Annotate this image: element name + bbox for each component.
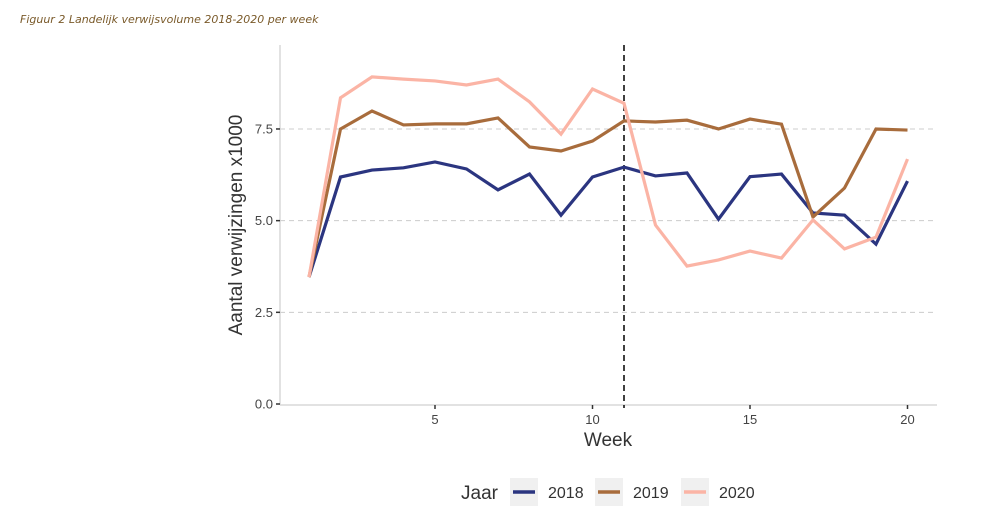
- x-tick-label: 15: [743, 412, 757, 427]
- legend-label-2018: 2018: [548, 485, 584, 502]
- x-axis-title: Week: [584, 430, 633, 451]
- gridlines: [280, 128, 937, 313]
- x-tick-label: 5: [431, 412, 438, 427]
- x-tick-label: 10: [585, 412, 599, 427]
- y-tick-label: 5.0: [255, 213, 273, 228]
- series-line-2020: [307, 75, 909, 278]
- y-tick-label: 7.5: [255, 121, 273, 136]
- series-lines: [307, 75, 909, 278]
- legend-title: Jaar: [461, 483, 499, 504]
- y-axis-title: Aantal verwijzingen x1000: [226, 115, 247, 336]
- y-axis-ticks: 0.0 2.5 5.0 7.5: [255, 121, 280, 412]
- legend-label-2020: 2020: [719, 485, 755, 502]
- figure-caption: Figuur 2 Landelijk verwijsvolume 2018-20…: [20, 13, 319, 26]
- y-tick-label: 0.0: [255, 397, 273, 412]
- series-line-2018: [307, 160, 909, 278]
- x-tick-label: 20: [900, 412, 914, 427]
- series-line-2019: [307, 109, 908, 278]
- y-tick-label: 2.5: [255, 305, 273, 320]
- x-axis-ticks: 5 10 15 20: [431, 405, 915, 427]
- legend-label-2019: 2019: [633, 485, 669, 502]
- legend: Jaar 2018 2019 2020: [461, 478, 755, 506]
